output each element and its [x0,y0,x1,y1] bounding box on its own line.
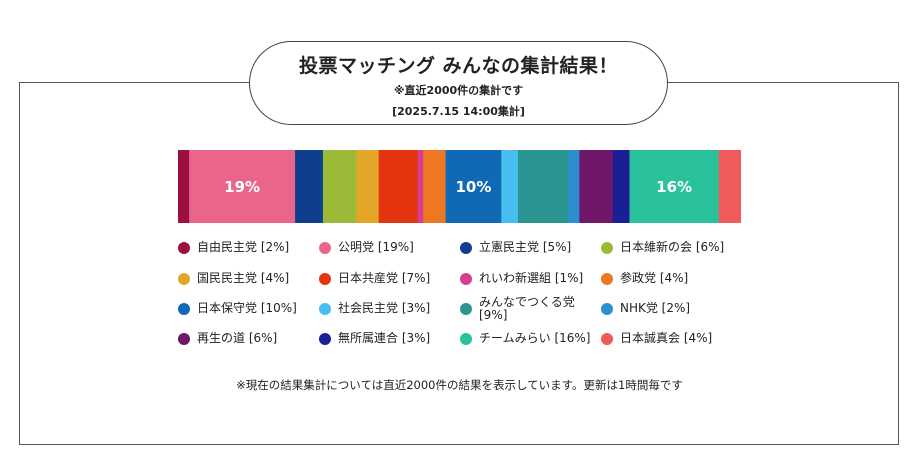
legend-swatch [601,302,613,315]
legend-label: 自由民主党 [2%] [197,240,290,254]
legend-swatch [178,332,190,345]
legend-swatch [601,272,613,285]
bar-segment [718,150,741,223]
legend-label: 国民民主党 [4%] [197,271,290,285]
legend-label: 無所属連合 [3%] [338,331,431,345]
bar-segment [378,150,418,223]
legend-item: 社会民主党 [3%] [319,302,463,315]
legend-label: みんなでつくる党 [9%] [479,295,575,322]
legend-item: 日本共産党 [7%] [319,272,463,285]
legend-item: 公明党 [19%] [319,241,463,254]
bar-segment [579,150,614,223]
legend-item: NHK党 [2%] [601,302,745,315]
legend-item: 自由民主党 [2%] [178,241,322,254]
legend-swatch [319,332,331,345]
legend-item: 参政党 [4%] [601,272,745,285]
legend-swatch [460,303,472,315]
legend-item: 立憲民主党 [5%] [460,241,604,254]
legend-item: 日本誠真会 [4%] [601,332,745,345]
legend-swatch [319,302,331,315]
footnote: ※現在の結果集計については直近2000件の結果を表示しています。更新は1時間毎で… [236,378,683,392]
legend-swatch [460,272,472,285]
stacked-bar-chart: 19% 10% 16% [178,150,741,223]
legend-swatch [460,241,472,254]
bar-segment [322,150,357,223]
bar-segment [445,150,502,223]
page-title: 投票マッチング みんなの集計結果！ [298,55,619,77]
legend-label: 参政党 [4%] [620,271,689,285]
legend-item: 国民民主党 [4%] [178,272,322,285]
bar-data-label: 10% [455,178,491,196]
legend-label: チームみらい [16%] [479,331,591,345]
legend-label: 立憲民主党 [5%] [479,240,572,254]
bar-segment [417,150,424,223]
legend-label: 日本維新の会 [6%] [620,240,725,254]
legend-item: 無所属連合 [3%] [319,332,463,345]
legend-label: 社会民主党 [3%] [338,301,431,315]
bar-segment [189,150,296,223]
legend-swatch [460,332,472,345]
title-box: 投票マッチング みんなの集計結果！ ※直近2000件の集計です [2025.7.… [249,41,668,125]
tally-date: [2025.7.15 14:00集計] [392,105,525,118]
bar-segment [518,150,569,223]
legend-item: チームみらい [16%] [460,332,604,345]
bar-data-label: 16% [656,178,692,196]
bar-segment [295,150,324,223]
legend-swatch [319,272,331,285]
bar-segment [178,150,190,223]
legend-swatch [319,241,331,254]
bar-segment [356,150,379,223]
legend-swatch [601,332,613,345]
legend-label: 日本誠真会 [4%] [620,331,713,345]
bar-segment [568,150,580,223]
legend-item: れいわ新選組 [1%] [460,272,604,285]
legend-label: 公明党 [19%] [338,240,414,254]
legend-swatch [178,241,190,254]
legend-item: 再生の道 [6%] [178,332,322,345]
legend-label: れいわ新選組 [1%] [479,271,584,285]
legend-item: みんなでつくる党 [9%] [460,296,604,322]
legend-swatch [178,272,190,285]
bar-segment [612,150,630,223]
legend-item: 日本維新の会 [6%] [601,241,745,254]
bar-segment [423,150,446,223]
legend-item: 日本保守党 [10%] [178,302,322,315]
legend-label: 日本保守党 [10%] [197,301,297,315]
legend-label: 再生の道 [6%] [197,331,278,345]
bar-segment [629,150,719,223]
chart-frame [19,82,899,445]
bar-data-label: 19% [224,178,260,196]
legend-swatch [178,302,190,315]
legend-label: 日本共産党 [7%] [338,271,431,285]
legend-label: NHK党 [2%] [620,301,691,315]
legend-swatch [601,241,613,254]
bar-segment [501,150,519,223]
sample-note: ※直近2000件の集計です [393,84,524,97]
